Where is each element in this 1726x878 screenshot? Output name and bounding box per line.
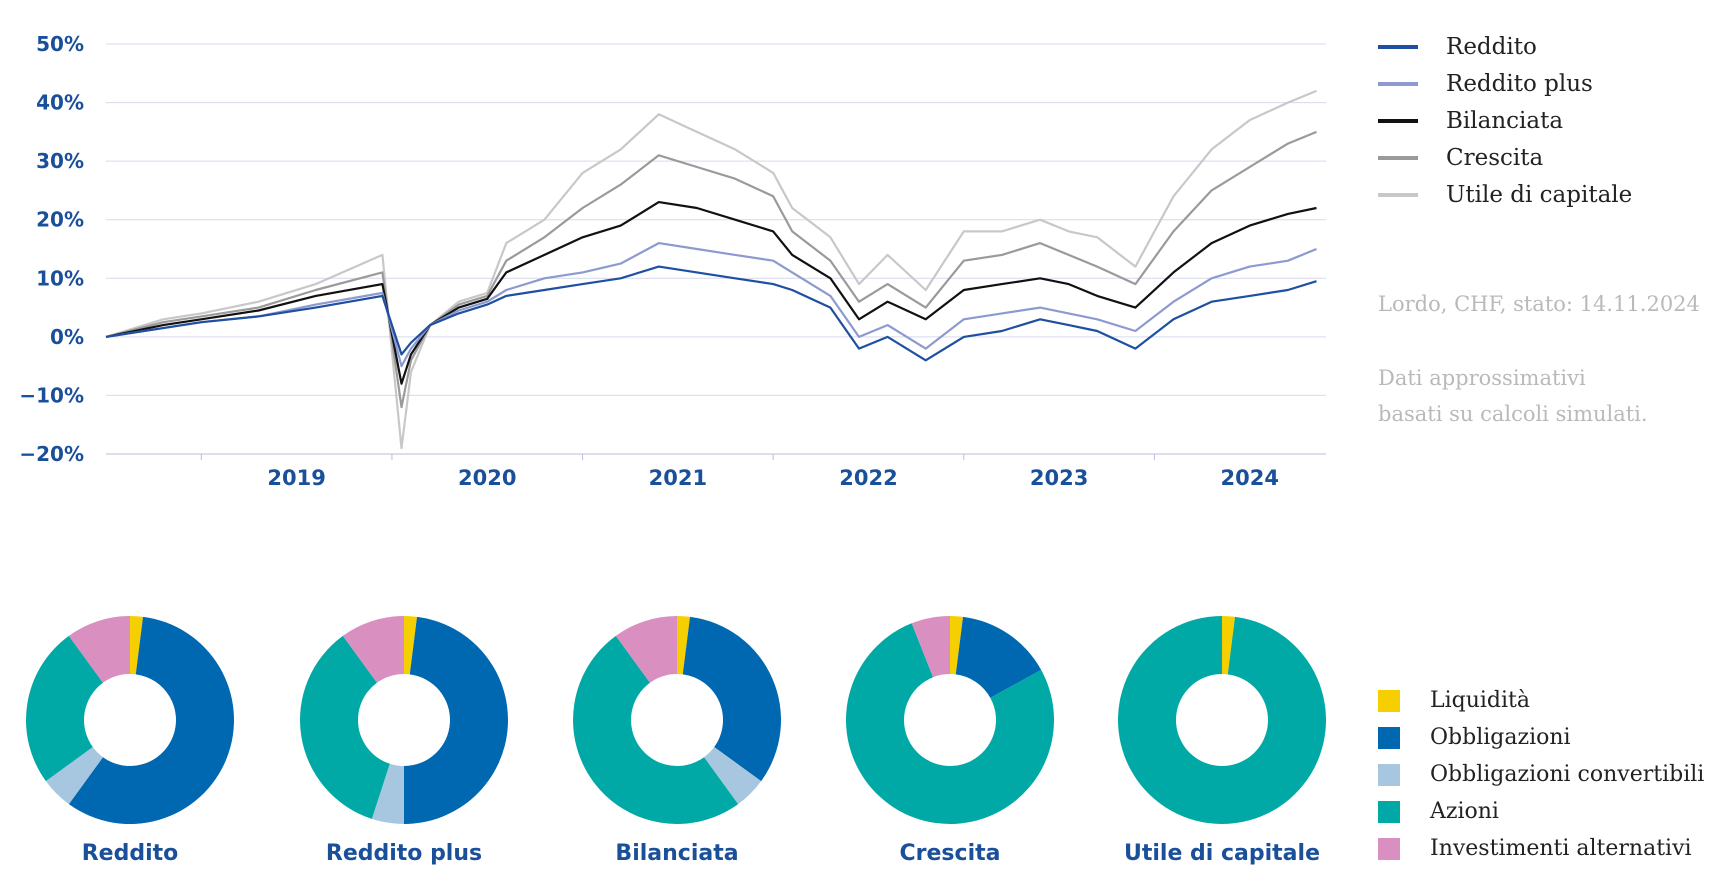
legend-swatch (1378, 44, 1418, 49)
donut-slice-obbligazioni (68, 616, 234, 824)
allocation-donut-charts: Reddito Reddito plus Bilanciata Crescita Uti… (25, 616, 1327, 866)
donut-title: Crescita (900, 841, 1001, 866)
y-tick-label: 10% (36, 266, 84, 290)
donut-slice-liquidita (130, 616, 144, 675)
y-tick-label: 40% (36, 91, 84, 115)
legend-item-azioni: Azioni (1378, 793, 1704, 830)
donut-slice-obbligazioni-convertibili (704, 747, 762, 805)
donut-reddito-plus: Reddito plus (300, 616, 508, 866)
y-tick-label: 50% (36, 32, 84, 56)
legend-item-crescita: Crescita (1378, 139, 1632, 176)
donut-slice-azioni (25, 635, 103, 782)
donut-slice-investimenti-alternativi (342, 616, 404, 683)
donut-slice-investimenti-alternativi (68, 616, 130, 683)
disclaimer-note: Dati approssimativi basati su calcoli si… (1378, 360, 1648, 432)
donut-slice-investimenti-alternativi (615, 616, 677, 683)
legend-swatch (1378, 800, 1400, 823)
x-tick-label: 2024 (1221, 466, 1279, 490)
donut-slice-obbligazioni (682, 616, 781, 782)
x-tick-label: 2021 (649, 466, 707, 490)
x-tick-label: 2023 (1030, 466, 1088, 490)
legend-label: Investimenti alternativi (1430, 836, 1692, 861)
legend-swatch (1378, 689, 1400, 712)
donut-slice-obbligazioni-convertibili (371, 763, 404, 824)
status-text: Lordo, CHF, stato: 14.11.2024 (1378, 292, 1700, 316)
legend-item-investimenti-alternativi: Investimenti alternativi (1378, 830, 1704, 867)
donut-slice-liquidita (404, 616, 418, 675)
legend-swatch (1378, 118, 1418, 123)
donut-slice-azioni (573, 635, 739, 824)
allocation-legend: Liquidità Obbligazioni Obbligazioni conv… (1378, 682, 1704, 867)
legend-label: Crescita (1446, 144, 1544, 171)
legend-swatch (1378, 763, 1400, 786)
donut-reddito: Reddito (25, 616, 234, 866)
donut-slice-investimenti-alternativi (911, 616, 950, 678)
legend-item-bilanciata: Bilanciata (1378, 102, 1632, 139)
donut-slice-azioni (300, 635, 390, 819)
legend-label: Obbligazioni convertibili (1430, 762, 1705, 787)
series-lines (105, 89, 1317, 450)
donut-slice-obbligazioni (955, 616, 1042, 698)
donut-title: Utile di capitale (1124, 841, 1320, 866)
donut-title: Reddito (82, 841, 179, 866)
legend-swatch (1378, 726, 1400, 749)
donut-slice-liquidita (950, 616, 964, 675)
legend-label: Liquidità (1430, 688, 1531, 713)
y-tick-label: 20% (36, 208, 84, 232)
legend-label: Azioni (1430, 799, 1499, 824)
legend-label: Obbligazioni (1430, 725, 1571, 750)
legend-swatch (1378, 81, 1418, 86)
status-note: Lordo, CHF, stato: 14.11.2024 (1378, 286, 1700, 322)
legend-item-reddito-plus: Reddito plus (1378, 65, 1632, 102)
legend-swatch (1378, 155, 1418, 160)
legend-item-reddito: Reddito (1378, 28, 1632, 65)
legend-label: Reddito plus (1446, 70, 1593, 97)
donut-title: Reddito plus (326, 841, 482, 866)
gridlines (106, 43, 1326, 455)
legend-swatch (1378, 192, 1418, 197)
donut-slice-liquidita (677, 616, 691, 675)
donut-slice-azioni (845, 623, 1054, 824)
y-axis-ticks: 50% 40% 30% 20% 10% 0% −10% −20% (19, 32, 84, 466)
donut-slice-liquidita (1222, 616, 1236, 675)
series-line-reddito (105, 265, 1317, 362)
donut-slice-obbligazioni-convertibili (45, 747, 103, 805)
y-tick-label: −10% (19, 383, 84, 407)
donut-crescita: Crescita (845, 616, 1054, 866)
disclaimer-line-1: Dati approssimativi (1378, 366, 1586, 390)
series-line-bilanciata (105, 201, 1317, 385)
legend-label: Utile di capitale (1446, 181, 1633, 208)
donut-slice-azioni (1118, 616, 1327, 824)
legend-item-obbligazioni: Obbligazioni (1378, 719, 1704, 756)
line-legend: Reddito Reddito plus Bilanciata Crescita… (1378, 28, 1632, 213)
disclaimer-line-2: basati su calcoli simulati. (1378, 402, 1648, 426)
x-tick-label: 2020 (458, 466, 516, 490)
legend-label: Bilanciata (1446, 107, 1564, 134)
performance-line-chart: 50%40%30%20%10%0%−10%−20% 2019 2020 2021 20… (19, 32, 1326, 490)
donut-bilanciata: Bilanciata (573, 616, 781, 866)
legend-swatch (1378, 837, 1400, 860)
x-tick-label: 2022 (839, 466, 897, 490)
legend-item-liquidita: Liquidità (1378, 682, 1704, 719)
donut-utile-di-capitale: Utile di capitale (1118, 616, 1327, 866)
series-line-utile-di-capitale (105, 89, 1317, 450)
legend-item-obbligazioni-convertibili: Obbligazioni convertibili (1378, 756, 1704, 793)
legend-item-utile-di-capitale: Utile di capitale (1378, 176, 1632, 213)
x-tick-label: 2019 (267, 466, 325, 490)
legend-label: Reddito (1446, 33, 1537, 60)
donut-slice-obbligazioni (404, 616, 508, 824)
donut-title: Bilanciata (615, 841, 738, 866)
x-axis-ticks: 2019 2020 2021 2022 2023 2024 (200, 454, 1279, 490)
y-tick-label: 0% (50, 325, 84, 349)
y-tick-label: −20% (19, 442, 84, 466)
series-line-reddito-plus (105, 242, 1317, 368)
series-line-crescita (105, 130, 1317, 409)
y-tick-label: 30% (36, 149, 84, 173)
